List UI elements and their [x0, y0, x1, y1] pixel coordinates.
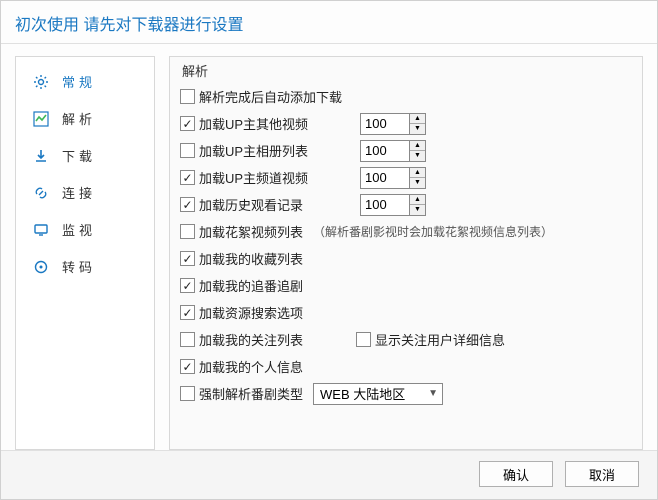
checkbox-8-a[interactable]: ✓ 加载资源搜索选项 — [180, 303, 303, 322]
checkbox-box-icon — [180, 386, 195, 401]
link-icon — [32, 184, 50, 202]
spinner-down-icon[interactable]: ▼ — [410, 205, 425, 215]
number-spinner[interactable]: ▲▼ — [360, 113, 426, 135]
sidebar-item-download[interactable]: 下载 — [16, 137, 154, 174]
checkbox-box-icon: ✓ — [180, 197, 195, 212]
spinner-up-icon[interactable]: ▲ — [410, 141, 425, 152]
checkbox-label: 显示关注用户详细信息 — [375, 330, 505, 349]
option-row: ✓ 加载我的追番追剧 — [180, 272, 632, 299]
cancel-button[interactable]: 取消 — [565, 461, 639, 487]
spinner-input[interactable] — [361, 168, 409, 188]
options-list: 解析完成后自动添加下载✓加载UP主其他视频▲▼加载UP主相册列表▲▼✓加载UP主… — [180, 83, 632, 407]
sidebar-item-label: 常规 — [62, 72, 96, 91]
checkbox-label: 加载我的个人信息 — [199, 357, 303, 376]
checkbox-label: 加载UP主频道视频 — [199, 168, 308, 187]
sidebar-item-general[interactable]: 常规 — [16, 63, 154, 100]
option-row: ✓ 加载资源搜索选项 — [180, 299, 632, 326]
option-row: ✓ 加载我的个人信息 — [180, 353, 632, 380]
combo-region[interactable]: WEB 大陆地区 ▼ — [313, 383, 443, 405]
checkbox-box-icon: ✓ — [180, 116, 195, 131]
ok-button[interactable]: 确认 — [479, 461, 553, 487]
window-title: 初次使用 请先对下载器进行设置 — [1, 1, 657, 44]
sidebar-item-label: 转码 — [62, 257, 96, 276]
gear-icon — [32, 73, 50, 91]
checkbox-3-a[interactable]: ✓ 加载UP主频道视频 — [180, 168, 308, 187]
option-row: ✓ 加载我的收藏列表 — [180, 245, 632, 272]
option-note: （解析番剧影视时会加载花絮视频信息列表） — [313, 223, 553, 240]
option-row: 解析完成后自动添加下载 — [180, 83, 632, 110]
checkbox-box-icon — [180, 332, 195, 347]
sidebar-item-transcode[interactable]: 转码 — [16, 248, 154, 285]
spinner-down-icon[interactable]: ▼ — [410, 151, 425, 161]
option-row: ✓ 加载UP主其他视频 ▲▼ — [180, 110, 632, 137]
option-row: 加载花絮视频列表 （解析番剧影视时会加载花絮视频信息列表） — [180, 218, 632, 245]
combo-value: WEB 大陆地区 — [320, 384, 405, 403]
chevron-down-icon: ▼ — [428, 388, 438, 399]
spinner-down-icon[interactable]: ▼ — [410, 124, 425, 134]
checkbox-box-icon: ✓ — [180, 251, 195, 266]
checkbox-label: 解析完成后自动添加下载 — [199, 87, 342, 106]
checkbox-label: 加载我的关注列表 — [199, 330, 303, 349]
checkbox-box-icon: ✓ — [180, 305, 195, 320]
checkbox-2-a[interactable]: 加载UP主相册列表 — [180, 141, 308, 160]
chart-icon — [32, 110, 50, 128]
spinner-up-icon[interactable]: ▲ — [410, 168, 425, 179]
sidebar: 常规 解析 下载 连接 — [15, 56, 155, 450]
option-row: ✓ 加载历史观看记录 ▲▼ — [180, 191, 632, 218]
checkbox-9-a[interactable]: 加载我的关注列表 — [180, 330, 303, 349]
spinner-down-icon[interactable]: ▼ — [410, 178, 425, 188]
checkbox-label: 加载UP主其他视频 — [199, 114, 308, 133]
number-spinner[interactable]: ▲▼ — [360, 167, 426, 189]
checkbox-1-a[interactable]: ✓ 加载UP主其他视频 — [180, 114, 308, 133]
checkbox-label: 强制解析番剧类型 — [199, 384, 303, 403]
spinner-input[interactable] — [361, 141, 409, 161]
content-panel: 解析 解析完成后自动添加下载✓加载UP主其他视频▲▼加载UP主相册列表▲▼✓加载… — [169, 56, 643, 450]
checkbox-box-icon — [180, 143, 195, 158]
footer: 确认 取消 — [1, 450, 657, 499]
checkbox-10-a[interactable]: ✓ 加载我的个人信息 — [180, 357, 303, 376]
number-spinner[interactable]: ▲▼ — [360, 140, 426, 162]
checkbox-0-a[interactable]: 解析完成后自动添加下载 — [180, 87, 342, 106]
checkbox-box-icon — [180, 89, 195, 104]
checkbox-box-icon: ✓ — [180, 359, 195, 374]
sidebar-item-label: 监视 — [62, 220, 96, 239]
checkbox-label: 加载我的追番追剧 — [199, 276, 303, 295]
checkbox-7-a[interactable]: ✓ 加载我的追番追剧 — [180, 276, 303, 295]
checkbox-label: 加载资源搜索选项 — [199, 303, 303, 322]
checkbox-label: 加载UP主相册列表 — [199, 141, 308, 160]
option-row: 加载我的关注列表 显示关注用户详细信息 — [180, 326, 632, 353]
checkbox-11-a[interactable]: 强制解析番剧类型 — [180, 384, 303, 403]
checkbox-9-b[interactable]: 显示关注用户详细信息 — [356, 330, 505, 349]
checkbox-label: 加载花絮视频列表 — [199, 222, 303, 241]
settings-window: 初次使用 请先对下载器进行设置 常规 解析 下载 — [0, 0, 658, 500]
checkbox-box-icon: ✓ — [180, 278, 195, 293]
checkbox-label: 加载历史观看记录 — [199, 195, 303, 214]
option-row: 强制解析番剧类型 WEB 大陆地区 ▼ — [180, 380, 632, 407]
fieldset-legend: 解析 — [180, 61, 210, 80]
sidebar-item-monitor[interactable]: 监视 — [16, 211, 154, 248]
option-row: ✓ 加载UP主频道视频 ▲▼ — [180, 164, 632, 191]
checkbox-label: 加载我的收藏列表 — [199, 249, 303, 268]
spinner-up-icon[interactable]: ▲ — [410, 195, 425, 206]
sidebar-item-label: 下载 — [62, 146, 96, 165]
option-row: 加载UP主相册列表 ▲▼ — [180, 137, 632, 164]
sidebar-item-connection[interactable]: 连接 — [16, 174, 154, 211]
spinner-input[interactable] — [361, 195, 409, 215]
window-body: 常规 解析 下载 连接 — [1, 44, 657, 450]
number-spinner[interactable]: ▲▼ — [360, 194, 426, 216]
spinner-up-icon[interactable]: ▲ — [410, 114, 425, 125]
checkbox-box-icon — [356, 332, 371, 347]
monitor-icon — [32, 221, 50, 239]
checkbox-6-a[interactable]: ✓ 加载我的收藏列表 — [180, 249, 303, 268]
checkbox-5-a[interactable]: 加载花絮视频列表 — [180, 222, 303, 241]
download-icon — [32, 147, 50, 165]
checkbox-box-icon: ✓ — [180, 170, 195, 185]
spinner-input[interactable] — [361, 114, 409, 134]
checkbox-4-a[interactable]: ✓ 加载历史观看记录 — [180, 195, 303, 214]
checkbox-box-icon — [180, 224, 195, 239]
sidebar-item-parse[interactable]: 解析 — [16, 100, 154, 137]
sidebar-item-label: 解析 — [62, 109, 96, 128]
transcode-icon — [32, 258, 50, 276]
sidebar-item-label: 连接 — [62, 183, 96, 202]
